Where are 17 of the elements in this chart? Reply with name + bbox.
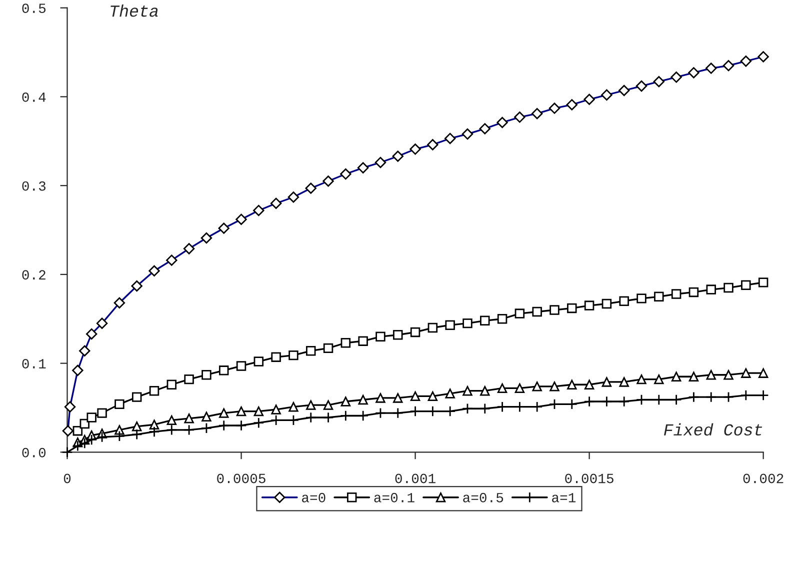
legend-label: a=0.5 (463, 492, 504, 502)
y-axis-title: Theta (110, 4, 158, 17)
legend-label: a=1 (552, 493, 576, 502)
y-tick-label: 0.1 (22, 359, 46, 368)
x-tick-label: 0.0015 (565, 474, 614, 484)
legend-label: a=0 (302, 492, 326, 502)
x-tick-label: 0.0005 (217, 474, 266, 484)
y-tick-label: 0.2 (22, 270, 46, 280)
legend-label: a=0.1 (374, 492, 414, 502)
x-axis-title: Fixed Cost (664, 423, 762, 436)
x-tick-label: 0.002 (743, 474, 784, 484)
y-tick-label: 0.3 (22, 181, 46, 191)
y-tick-label: 0.4 (22, 92, 46, 102)
y-tick-label: 0.0 (22, 448, 46, 458)
x-tick-label: 0.001 (395, 474, 436, 484)
x-tick-label: 0 (64, 474, 71, 484)
y-tick-label: 0.5 (22, 4, 46, 14)
